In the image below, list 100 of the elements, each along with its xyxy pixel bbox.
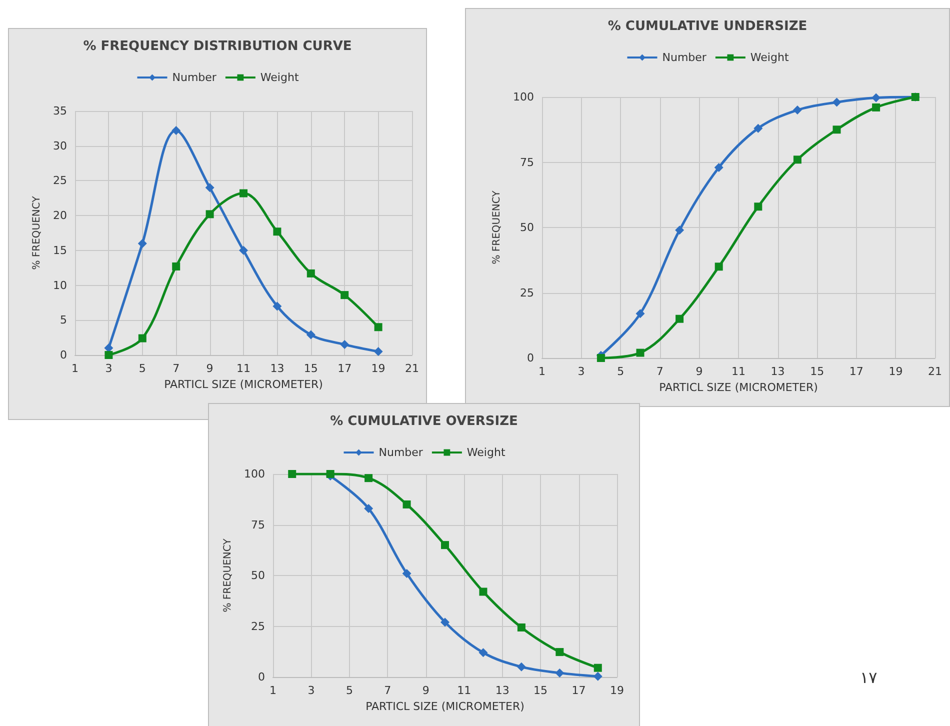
legend-label: Number <box>662 51 707 64</box>
x-tick-label: 13 <box>270 362 284 375</box>
x-tick-label: 5 <box>617 365 624 378</box>
x-tick-label: 3 <box>578 365 585 378</box>
y-tick-label: 50 <box>251 569 265 582</box>
point <box>594 664 602 672</box>
point <box>440 618 450 627</box>
x-tick-label: 7 <box>172 362 180 375</box>
y-tick-label: 5 <box>60 314 67 327</box>
point <box>555 668 564 678</box>
point <box>593 672 602 681</box>
point <box>792 106 802 115</box>
point <box>754 124 763 133</box>
point <box>239 246 248 255</box>
y-tick-label: 15 <box>53 244 67 257</box>
point <box>340 291 349 300</box>
x-tick-label: 17 <box>572 684 586 697</box>
point <box>288 470 296 478</box>
point <box>872 93 881 102</box>
point <box>517 623 526 632</box>
x-tick-label: 19 <box>371 362 386 375</box>
x-tick-label: 13 <box>770 365 785 378</box>
point <box>516 662 526 672</box>
y-tick-label: 0 <box>527 352 534 364</box>
point <box>636 309 645 318</box>
chart-title: % CUMULATIVE OVERSIZE <box>330 414 518 429</box>
x-tick-label: 21 <box>928 365 942 378</box>
point <box>172 262 180 270</box>
chart-title: % FREQUENCY DISTRIBUTION CURVE <box>83 39 352 54</box>
x-tick-label: 11 <box>457 684 472 697</box>
point <box>556 648 564 656</box>
chart-title: % CUMULATIVE UNDERSIZE <box>608 19 808 34</box>
point <box>676 314 684 323</box>
point <box>478 648 488 658</box>
y-axis-title: % FREQUENCY <box>222 538 234 612</box>
x-tick-label: 5 <box>138 362 146 375</box>
y-tick-label: 75 <box>520 156 534 169</box>
y-tick-label: 75 <box>251 518 265 532</box>
point <box>714 162 724 172</box>
x-tick-label: 9 <box>422 684 430 697</box>
point <box>104 351 113 359</box>
x-axis-title: PARTICL SIZE (MICROMETER) <box>366 700 524 713</box>
point <box>754 202 762 211</box>
point <box>636 348 644 357</box>
text: ١٧ <box>860 668 878 687</box>
point <box>206 210 214 218</box>
x-tick-label: 13 <box>495 684 510 697</box>
x-tick-label: 19 <box>610 684 624 697</box>
point <box>205 183 214 192</box>
y-tick-label: 100 <box>244 468 265 480</box>
x-tick-label: 15 <box>810 365 824 378</box>
x-tick-label: 7 <box>384 684 392 697</box>
point <box>793 156 802 164</box>
point <box>714 262 723 271</box>
legend-label: Number <box>172 71 217 84</box>
point <box>402 568 412 578</box>
point <box>326 470 334 478</box>
point <box>402 500 411 508</box>
point <box>138 334 146 342</box>
point <box>306 330 316 340</box>
point <box>240 189 248 198</box>
legend-label: Number <box>378 446 424 459</box>
y-tick-label: 10 <box>53 278 67 292</box>
x-tick-label: 9 <box>206 362 214 375</box>
x-tick-label: 17 <box>338 362 352 375</box>
point <box>340 340 350 350</box>
x-tick-label: 15 <box>534 684 548 697</box>
point <box>479 588 488 596</box>
point <box>596 354 605 362</box>
point <box>364 474 373 482</box>
x-tick-label: 7 <box>656 365 664 378</box>
point <box>273 228 282 236</box>
x-tick-label: 1 <box>72 362 78 375</box>
y-tick-label: 25 <box>251 620 265 633</box>
point <box>832 126 841 134</box>
y-tick-label: 25 <box>520 286 534 300</box>
x-tick-label: 3 <box>308 684 315 697</box>
point <box>872 103 880 112</box>
y-tick-label: 30 <box>53 139 67 152</box>
x-tick-label: 1 <box>538 365 546 378</box>
point <box>272 302 282 311</box>
y-tick-label: 20 <box>53 209 67 222</box>
x-tick-label: 11 <box>732 365 746 378</box>
point <box>306 269 315 278</box>
point <box>374 347 383 356</box>
point <box>675 226 684 235</box>
point <box>832 98 842 107</box>
legend-label: Weight <box>260 71 300 84</box>
x-axis-title: PARTICL SIZE (MICROMETER) <box>164 378 323 391</box>
x-tick-label: 9 <box>696 365 703 378</box>
point <box>364 504 374 514</box>
x-tick-label: 19 <box>888 365 903 378</box>
x-tick-label: 11 <box>236 362 250 375</box>
x-tick-label: 15 <box>304 362 318 375</box>
x-tick-label: 17 <box>849 365 864 378</box>
x-tick-label: 3 <box>105 362 112 375</box>
point <box>374 323 382 332</box>
y-tick-label: 0 <box>258 670 265 684</box>
point <box>441 541 449 550</box>
y-axis-title: % FREQUENCY <box>32 195 43 270</box>
